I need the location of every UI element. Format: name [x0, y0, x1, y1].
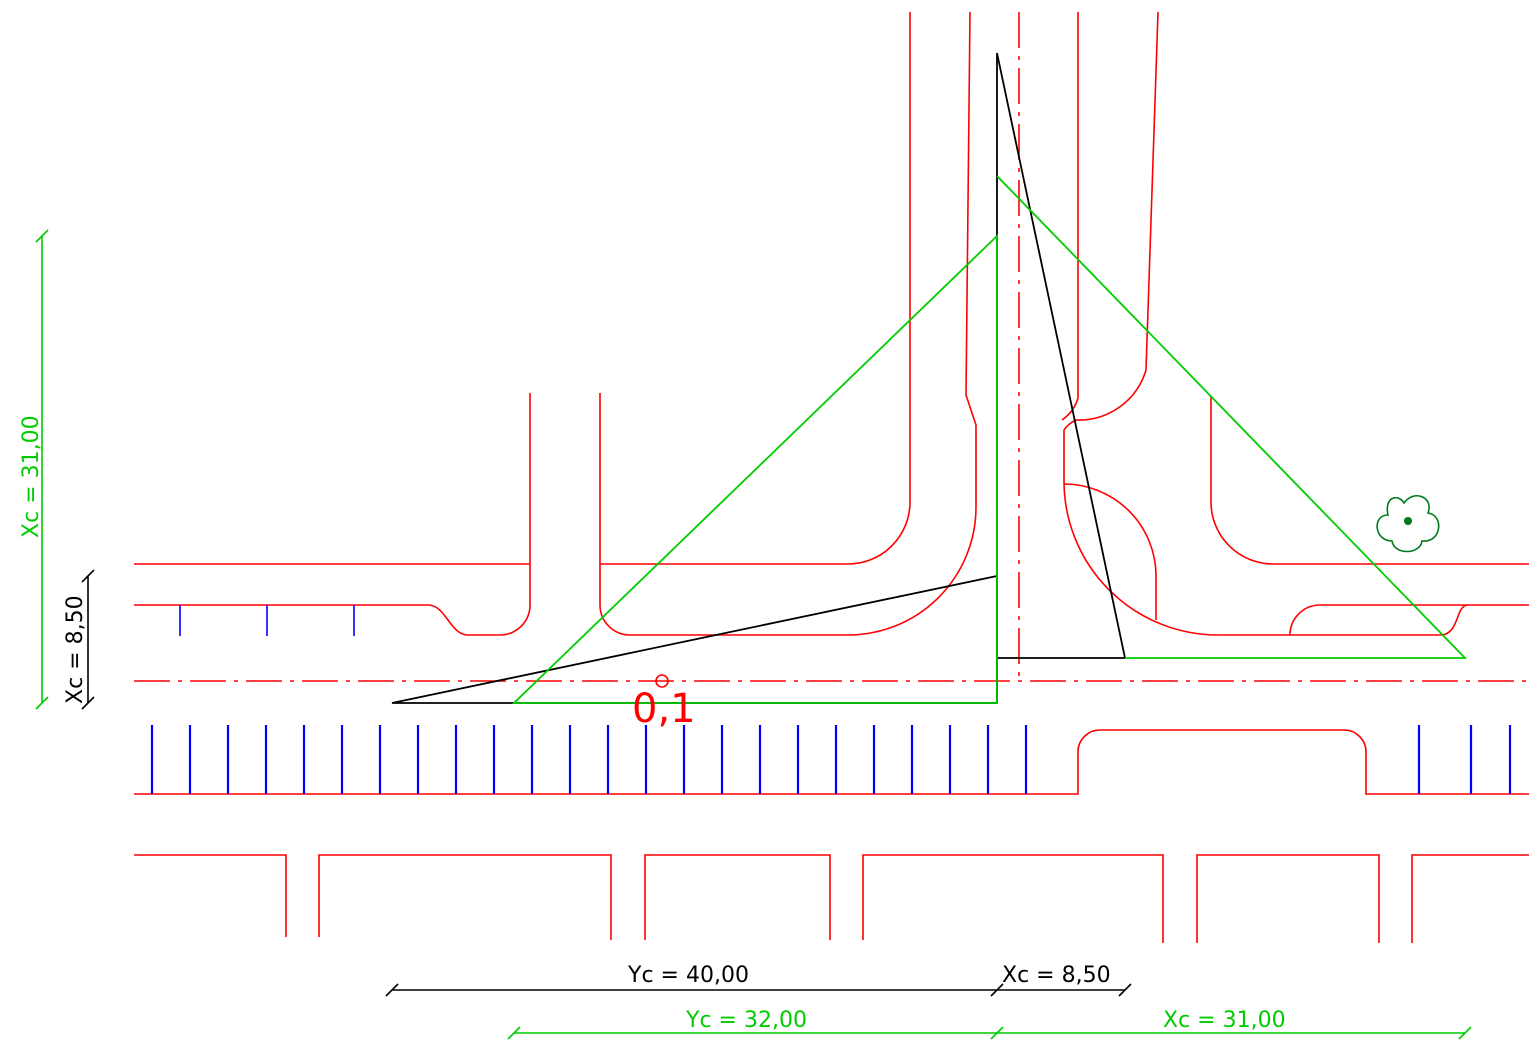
dimension-bottom-green	[507, 1026, 1472, 1040]
green-triangle-left	[511, 233, 998, 704]
dimension-bottom-black-right-text: Xc = 8,50	[1002, 963, 1111, 988]
right-island	[1289, 604, 1468, 636]
frontage-3	[644, 854, 831, 940]
dimension-bottom-green-left-text: Yc = 32,00	[685, 1008, 807, 1033]
dimension-left-black-text: Xc = 8,50	[63, 595, 88, 704]
tree-icon	[1376, 494, 1440, 553]
dimension-bottom-green-right-text: Xc = 31,00	[1163, 1008, 1286, 1033]
frontage-1	[134, 854, 287, 937]
centerlines	[134, 12, 1529, 682]
main-road-curb-right	[1063, 11, 1529, 636]
reference-point-marker	[655, 674, 669, 688]
dimension-bottom-black-left-text: Yc = 40,00	[627, 963, 749, 988]
black-triangle-right	[996, 52, 1127, 703]
sight-triangle-green	[511, 175, 1468, 704]
parking-stalls	[150, 725, 1512, 794]
frontage-6	[1411, 854, 1529, 943]
reference-point-label: 0,1	[632, 686, 696, 732]
median-island	[1063, 483, 1157, 620]
dimension-left-green-text: Xc = 31,00	[19, 415, 44, 538]
dimension-bottom-black	[385, 983, 1132, 997]
dimension-left-green	[35, 229, 49, 710]
sight-triangle-black	[391, 52, 1127, 704]
main-road-north-edge-right	[1210, 396, 1529, 565]
frontage-4	[862, 854, 1164, 943]
parking-stalls-top	[179, 605, 355, 636]
dimension-left-black	[81, 569, 95, 710]
east-street-curb-top	[1061, 12, 1079, 421]
frontage-2	[318, 854, 612, 940]
road-edges	[134, 11, 1529, 943]
frontage-5	[1196, 854, 1380, 943]
black-triangle-left	[391, 574, 998, 704]
main-road-curb-left	[134, 393, 531, 636]
main-road-north-edge-mid	[600, 12, 911, 565]
main-road-south-edge-left	[134, 729, 1529, 795]
green-triangle-right	[996, 175, 1468, 659]
side-street-west-curb	[599, 11, 977, 636]
